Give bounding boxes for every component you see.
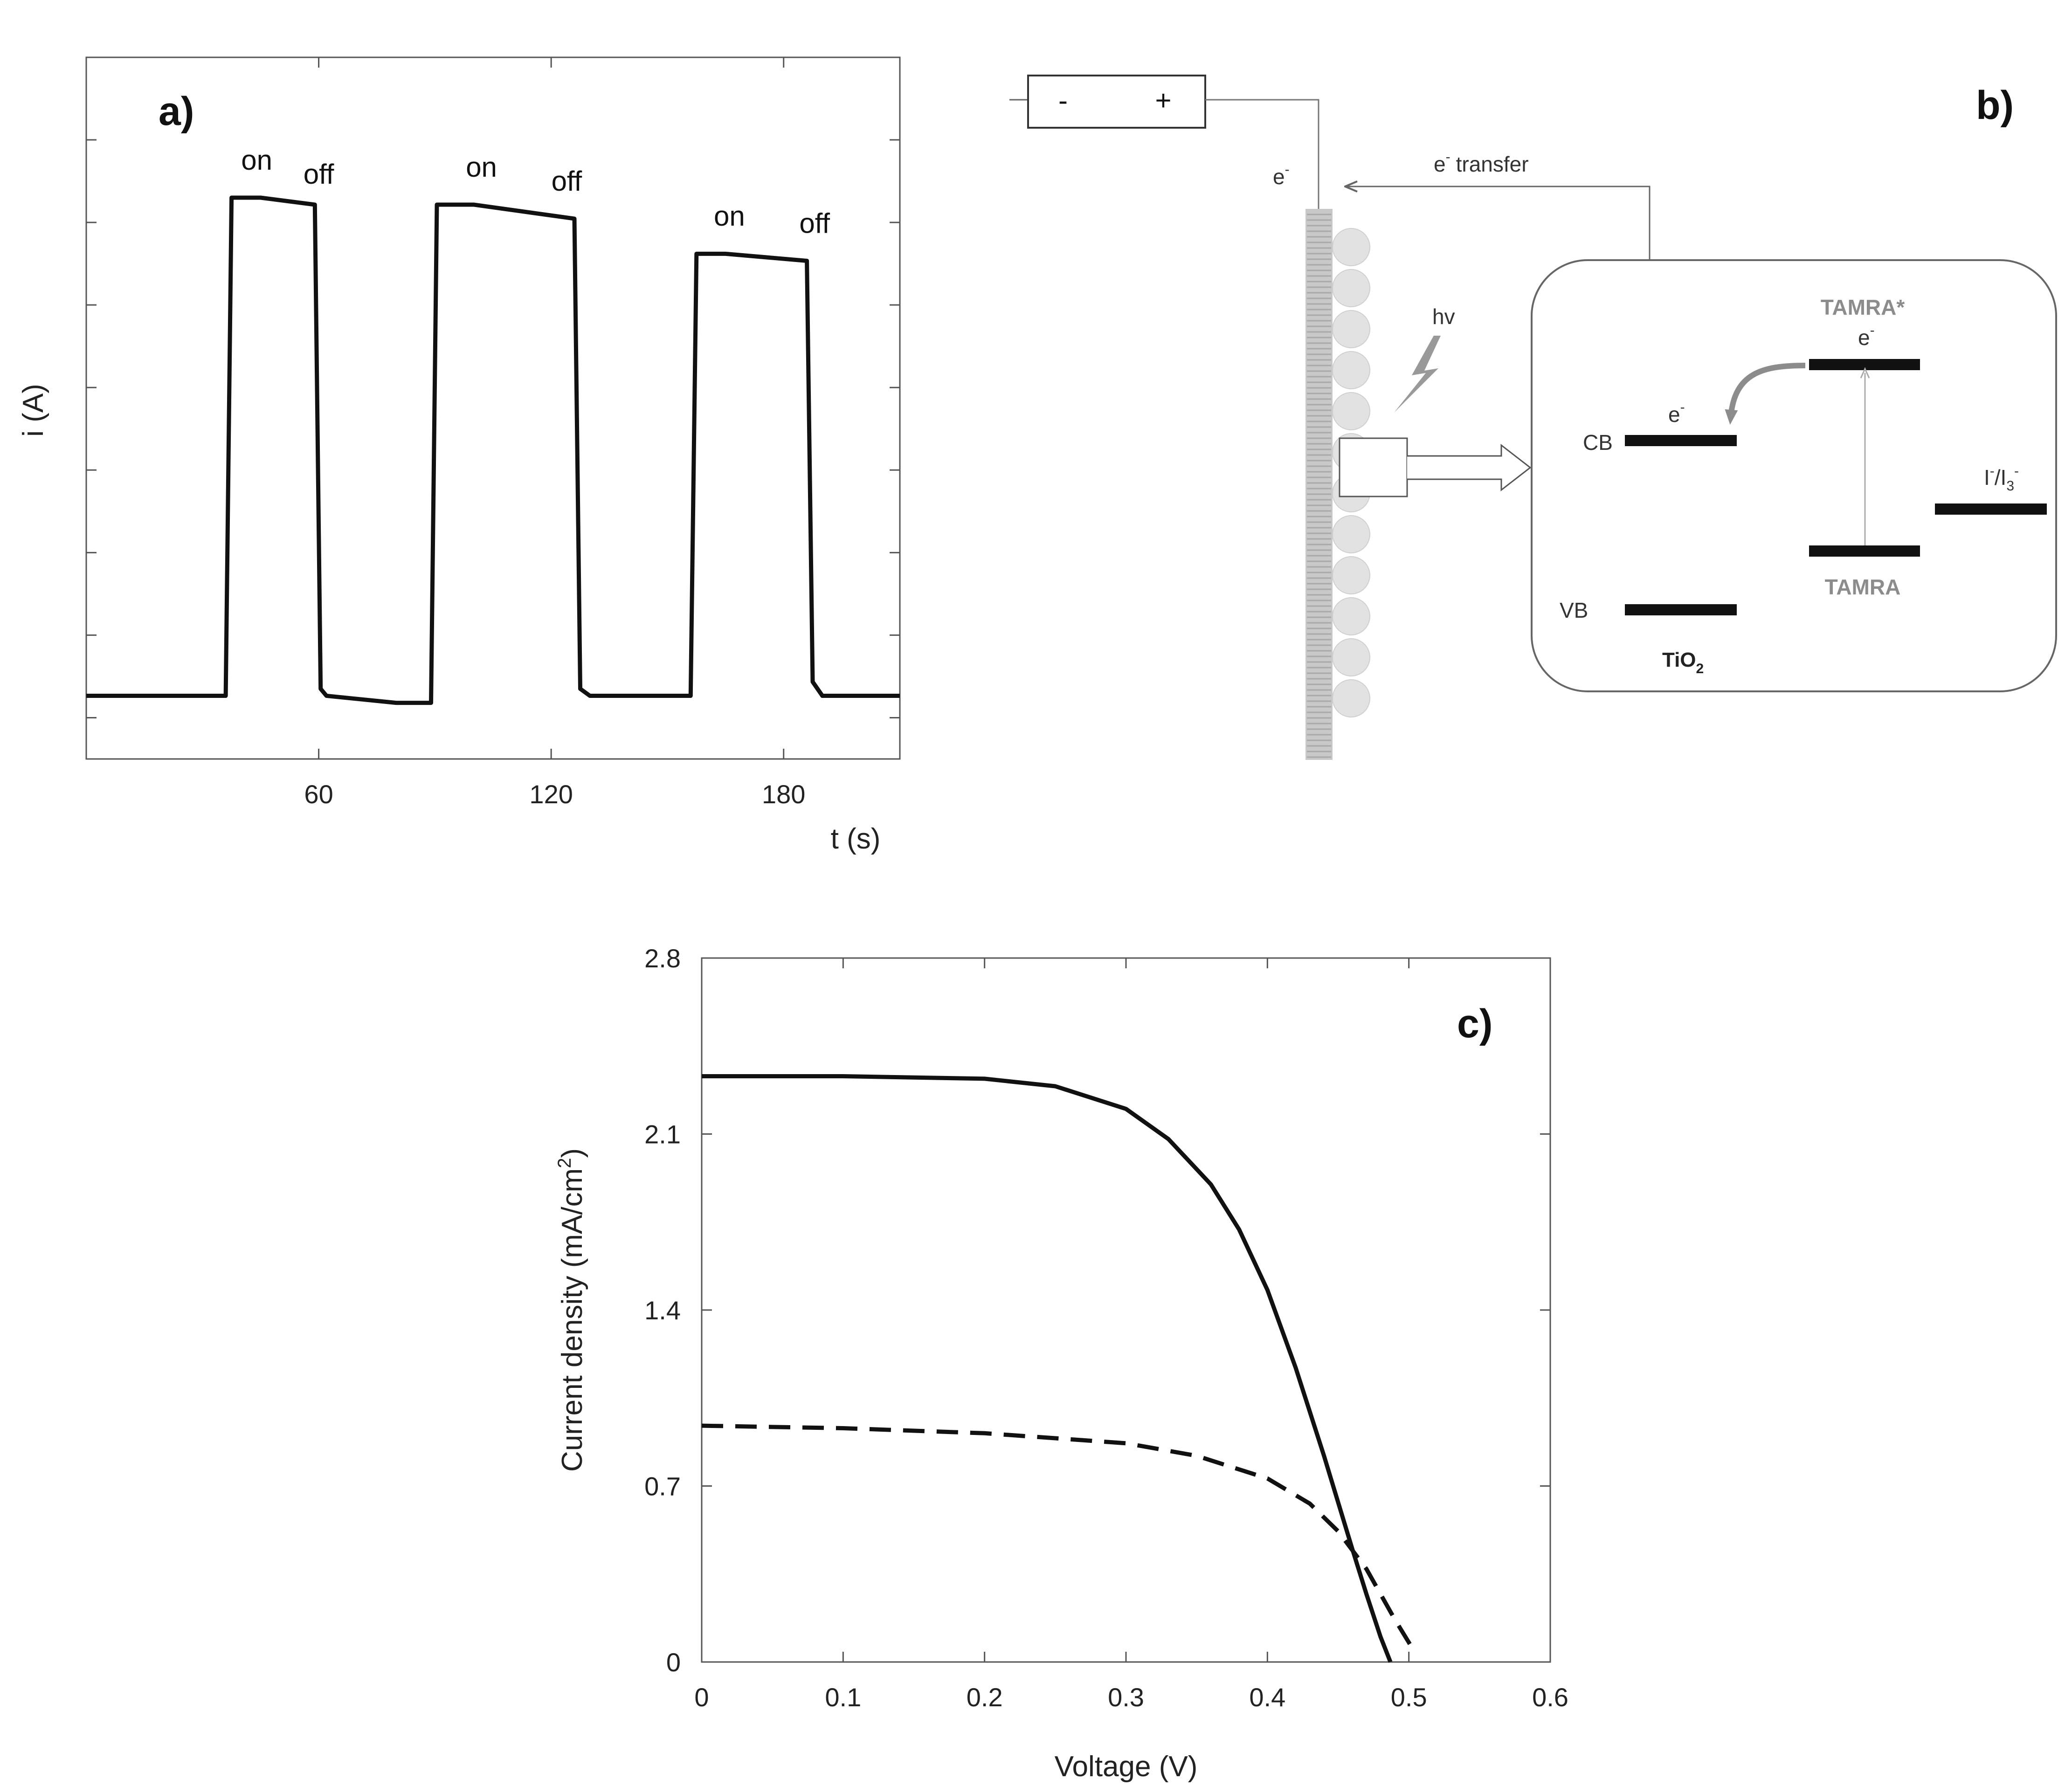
panel-c-x-axis-title: Voltage (V) xyxy=(1055,1751,1198,1783)
tio2-particle xyxy=(1332,515,1370,553)
panel-c-y-tick-label: 2.1 xyxy=(644,1120,681,1149)
battery-plus-sign: + xyxy=(1155,85,1171,116)
panel-c-y-axis-title: Current density (mA/cm2) xyxy=(554,1148,588,1472)
panel-c-solid-curve xyxy=(702,1074,1393,1663)
panel-c-y-tick-label: 2.8 xyxy=(644,944,681,973)
electrode-electron-label: e- xyxy=(1273,162,1290,189)
tio2-particle xyxy=(1332,392,1370,430)
tio2-particle xyxy=(1332,638,1370,676)
panel-a-label: a) xyxy=(159,89,194,134)
panel-a-annotations: on off on off on off xyxy=(241,145,830,239)
battery-minus-sign: - xyxy=(1058,85,1068,116)
panel-a-annotation: off xyxy=(552,165,582,197)
panel-c-label: c) xyxy=(1457,1001,1492,1046)
panel-c-series xyxy=(701,1074,1415,1663)
light-hv-label: hv xyxy=(1432,304,1455,329)
tio2-particle xyxy=(1332,269,1370,307)
panel-c-x-tick-label: 0.2 xyxy=(967,1683,1003,1712)
panel-a-annotation: off xyxy=(799,207,830,239)
panel-c-x-tick-label: 0.1 xyxy=(825,1683,861,1712)
cb-electron-label: e- xyxy=(1668,400,1685,427)
zoom-arrow-icon xyxy=(1407,443,1532,492)
electron-injection-arrow xyxy=(1725,363,1806,425)
energy-diagram-box xyxy=(1531,259,2057,692)
tio2-particle xyxy=(1332,597,1370,635)
panel-a-y-ticks xyxy=(86,139,900,718)
panel-a-x-ticks: 60 120 180 xyxy=(304,57,805,809)
battery-wire xyxy=(1205,99,1319,210)
panel-c-x-tick-label: 0.5 xyxy=(1391,1683,1427,1712)
panel-c-y-tick-label: 1.4 xyxy=(644,1296,681,1325)
panel-b-diagram: b) - + e- e-transfer hv CB e- VB TiO2 xyxy=(1009,75,2057,760)
panel-a-x-axis-title: t (s) xyxy=(831,823,881,855)
tio2-particle xyxy=(1332,228,1370,266)
electrode-hatching xyxy=(1307,214,1331,758)
panel-c-y-tick-label: 0 xyxy=(666,1648,681,1677)
tio2-particle xyxy=(1332,556,1370,594)
lightning-bolt-icon xyxy=(1394,336,1441,413)
tamra-ground-label: TAMRA xyxy=(1825,575,1901,599)
panel-a-annotation: on xyxy=(714,200,745,232)
electron-transfer-label: e-transfer xyxy=(1434,149,1529,176)
panel-c-y-ticks: 0 0.7 1.4 2.1 2.8 xyxy=(644,944,1550,1677)
panel-a-x-tick-label: 120 xyxy=(529,779,573,809)
panel-c-x-tick-label: 0.6 xyxy=(1532,1683,1568,1712)
tio2-particle xyxy=(1332,679,1370,717)
tio2-label: TiO2 xyxy=(1662,648,1704,676)
panel-a-annotation: off xyxy=(304,159,334,190)
battery xyxy=(1027,75,1206,129)
panel-a-annotation: on xyxy=(241,145,272,176)
cb-label: CB xyxy=(1583,430,1613,455)
panel-c-dashed-curve xyxy=(701,1423,1415,1651)
panel-c-x-ticks: 0 0.1 0.2 0.3 0.4 0.5 0.6 xyxy=(694,958,1568,1712)
panel-a-annotation: on xyxy=(466,152,497,183)
panel-a-current-line xyxy=(86,195,900,705)
tio2-particle xyxy=(1332,351,1370,389)
vb-label: VB xyxy=(1560,598,1588,622)
tamra-excited-electron-label: e- xyxy=(1858,323,1875,350)
panel-c-x-tick-label: 0.3 xyxy=(1108,1683,1144,1712)
panel-a-plot-frame xyxy=(85,56,901,760)
panel-a-x-tick-label: 60 xyxy=(304,779,333,809)
panel-a-x-tick-label: 180 xyxy=(762,779,805,809)
panel-b-label: b) xyxy=(1976,83,2014,128)
panel-c-chart: 0 0.7 1.4 2.1 2.8 0 0.1 0.2 0.3 0.4 0.5 0.6 c) Vol… xyxy=(554,944,1568,1783)
electrode-plate xyxy=(1305,209,1333,760)
panel-c-plot-frame xyxy=(701,957,1551,1663)
panel-a-y-axis-title: i (A) xyxy=(17,384,49,437)
panel-c-x-tick-label: 0.4 xyxy=(1249,1683,1285,1712)
redox-couple-label: I-/I3- xyxy=(1984,463,2019,494)
panel-c-y-tick-label: 0.7 xyxy=(644,1472,681,1501)
zoom-box xyxy=(1339,437,1408,497)
panel-a-series xyxy=(86,195,900,705)
panel-a-chart: 60 120 180 on off on off on off a) t (s) i (A) xyxy=(17,56,901,855)
panel-c-x-tick-label: 0 xyxy=(694,1683,709,1712)
tio2-particle xyxy=(1332,310,1370,348)
tamra-excited-label: TAMRA* xyxy=(1821,295,1905,319)
